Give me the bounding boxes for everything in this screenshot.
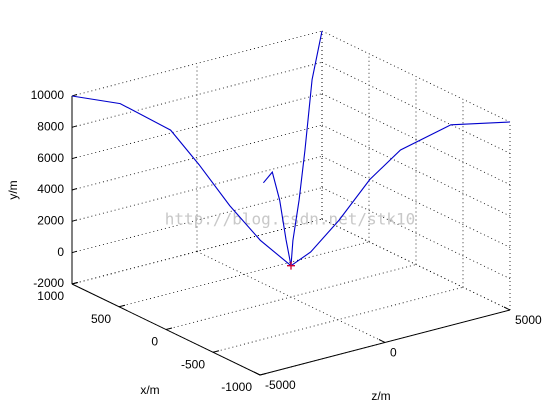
y-axis-label: y/m [6,180,20,199]
trajectory [262,170,292,266]
x-tick [259,373,267,376]
grid-line [321,93,511,186]
y-tick [71,188,78,191]
y-tick-label: 0 [57,245,64,259]
y-tick-label: 2000 [37,214,64,228]
grid-line [196,251,386,343]
trajectory [290,121,511,267]
x-tick-label: 500 [91,312,111,326]
y-tick [71,156,78,160]
z-tick-label: 0 [390,346,397,360]
x-tick [212,350,220,353]
x-tick-label: -1000 [221,380,252,394]
z-tick [503,306,511,311]
y-tick-label: 8000 [37,120,64,134]
trajectory [290,30,323,266]
watermark: http://blog.csdn.net/stk10 [165,210,415,229]
z-tick [378,339,386,343]
grid-line [321,124,511,217]
grid-line [321,187,511,280]
x-tick-label: 1000 [37,289,64,303]
x-tick [118,304,126,308]
trajectory [71,95,292,267]
grid-line [321,30,511,123]
z-tick-label: -5000 [265,378,296,392]
x-tick-label: -500 [181,357,205,371]
y-tick-label: -2000 [33,276,64,290]
x-axis-label: x/m [140,383,159,397]
x-tick [165,327,173,330]
z-axis-label: z/m [371,389,390,403]
y-tick-label: 10000 [31,88,65,102]
x-tick-label: 0 [151,335,158,349]
y-tick [71,125,78,128]
z-tick-label: 5000 [515,313,542,327]
y-tick [71,219,78,222]
y-tick [71,250,78,254]
z-tick [253,371,261,376]
y-tick-label: 4000 [37,182,64,196]
x-tick [71,282,79,285]
grid-line [321,218,511,311]
y-tick-label: 6000 [37,151,64,165]
target-marker [287,261,295,270]
grid-line [321,155,511,248]
